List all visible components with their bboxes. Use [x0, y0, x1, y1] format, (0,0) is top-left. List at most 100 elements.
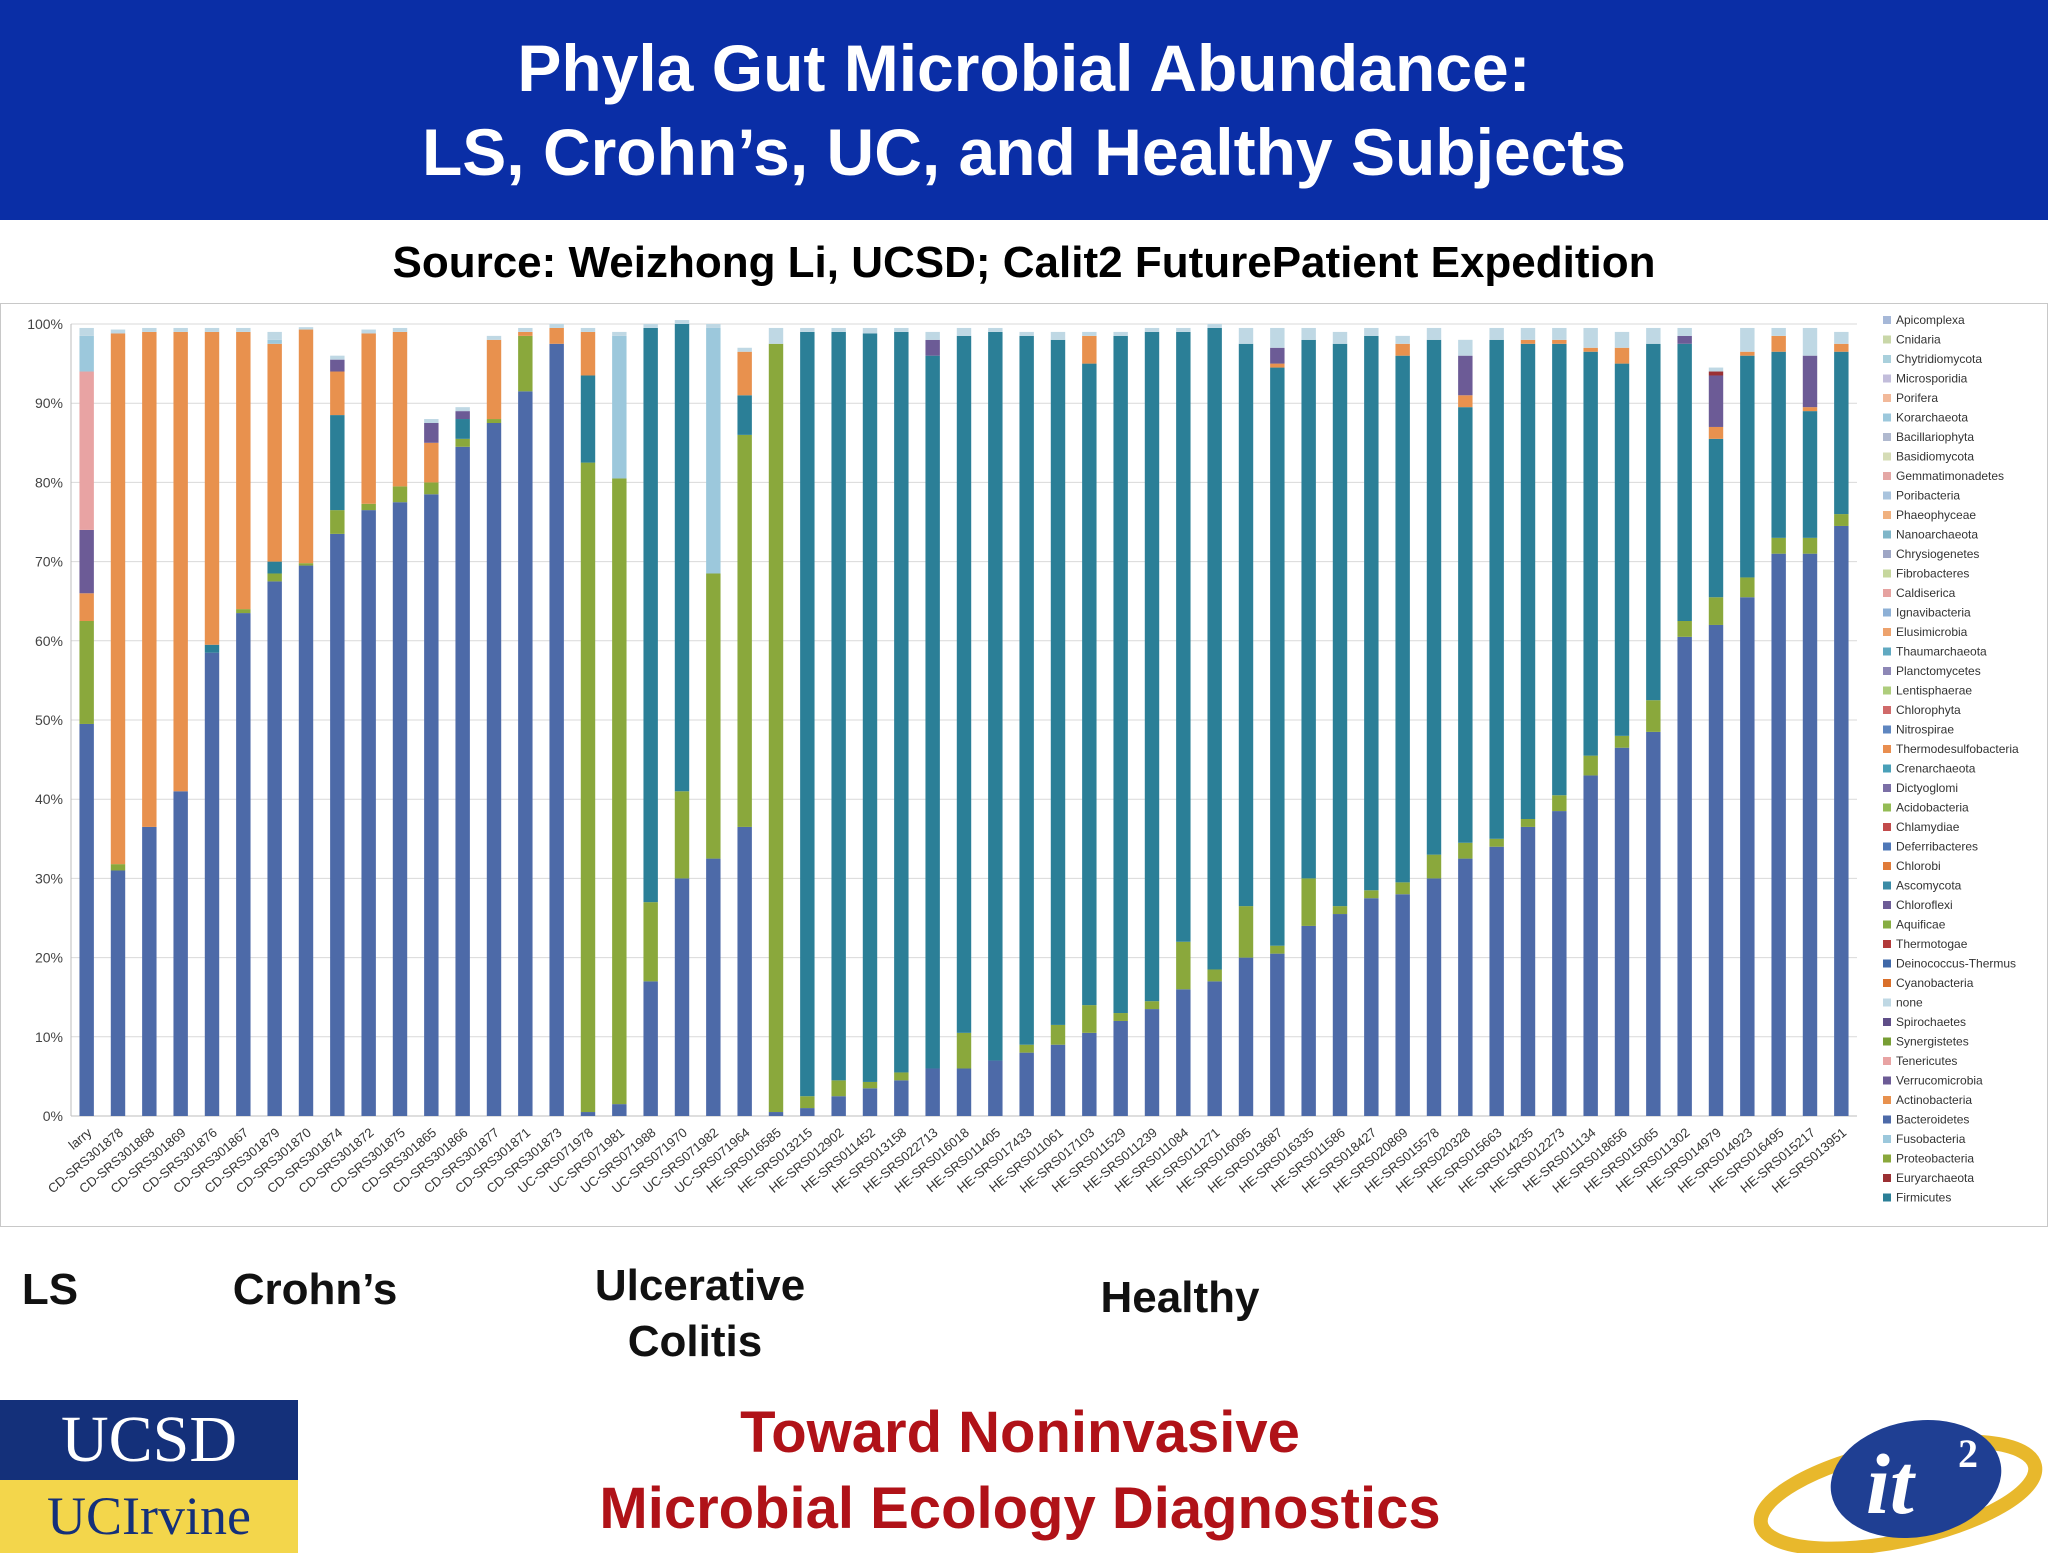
bar-segment-fusobacteria — [706, 327, 721, 574]
bar-segment-firmicutes — [1364, 335, 1379, 891]
legend-swatch — [1883, 550, 1891, 558]
legend-label: Thermodesulfobacteria — [1896, 742, 2019, 756]
bar-segment-actinobacteria — [361, 333, 376, 504]
source-credit: Source: Weizhong Li, UCSD; Calit2 Future… — [392, 238, 1656, 287]
bar-segment-bacteroidetes — [1520, 826, 1536, 1116]
legend-swatch — [1883, 452, 1891, 461]
bar-segment-firmicutes — [800, 331, 815, 1097]
bar-segment-actinobacteria — [1082, 335, 1097, 364]
ucirvine-logo-text: UCIrvine — [0, 1480, 298, 1553]
bar-segment-bacteroidetes — [173, 791, 188, 1116]
bar-segment-none — [1489, 327, 1504, 340]
slide-title-line2: LS, Crohn’s, UC, and Healthy Subjects — [421, 115, 1627, 189]
legend-swatch — [1883, 374, 1891, 383]
bar-segment-bacteroidetes — [1583, 775, 1598, 1116]
legend-label: Fusobacteria — [1896, 1132, 1966, 1146]
legend-label: Actinobacteria — [1896, 1093, 1972, 1107]
chart-frame: 0% 10% 20% 30% 40% 50% 60% 70% 80% 90% 100% larry C… — [0, 303, 2048, 1227]
bar-segment-none — [1646, 327, 1661, 344]
bar-segment-none — [1708, 367, 1724, 372]
bar-segment-proteobacteria — [1082, 1005, 1097, 1033]
bar-segment-fusobacteria — [612, 335, 627, 479]
bar-segment-actinobacteria — [330, 371, 345, 416]
bar-segment-actinobacteria — [392, 331, 408, 487]
bar-segment-proteobacteria — [1677, 621, 1692, 637]
legend-swatch — [1883, 745, 1891, 753]
bar-segment-proteobacteria — [1395, 882, 1410, 895]
bar-segment-proteobacteria — [1802, 537, 1818, 554]
bar-segment-none — [267, 331, 282, 340]
bar-segment-fusobacteria — [267, 339, 282, 344]
legend-label: Cyanobacteria — [1896, 976, 1974, 990]
bar-segment-firmicutes — [1646, 343, 1661, 701]
legend-swatch — [1883, 394, 1891, 402]
bar-segment-firmicutes — [1238, 343, 1254, 907]
bar-segment-actinobacteria — [518, 331, 533, 336]
bar-segment-actinobacteria — [580, 331, 596, 376]
bar-segment-bacteroidetes — [1458, 858, 1473, 1116]
bar-segment-proteobacteria — [1583, 755, 1598, 776]
bar-segment-bacteroidetes — [1614, 747, 1630, 1116]
bar-segment-proteobacteria — [1207, 969, 1222, 982]
legend-label: Apicomplexa — [1896, 313, 1965, 327]
legend-label: Chytridiomycota — [1896, 352, 1982, 366]
bar-segment-none — [1301, 327, 1316, 340]
legend-swatch — [1883, 1115, 1891, 1124]
bar-segment-bacteroidetes — [674, 878, 690, 1116]
bar-segment-proteobacteria — [1646, 700, 1661, 732]
bar-segment-bacteroidetes — [392, 502, 408, 1116]
bar-segment-none — [1834, 331, 1849, 344]
y-tick-label: 0% — [43, 1108, 63, 1124]
bar-segment-bacteroidetes — [549, 343, 564, 1116]
bar-segment-none — [236, 327, 251, 332]
bar-segment-bacteroidetes — [1301, 925, 1316, 1116]
legend-label: Microsporidia — [1896, 372, 1968, 386]
bar-segment-none — [424, 419, 439, 423]
bar-segment-verrucomicrobia — [1270, 347, 1285, 364]
bar-segment-bacteroidetes — [988, 1060, 1003, 1116]
bar-segment-firmicutes — [1489, 339, 1504, 839]
legend-label: Thaumarchaeota — [1896, 645, 1987, 659]
bar-segment-verrucomicrobia — [79, 529, 94, 594]
bar-segment-bacteroidetes — [204, 652, 220, 1116]
bar-segment-none — [392, 327, 408, 332]
bar-segment-proteobacteria — [1113, 1013, 1128, 1021]
legend-swatch — [1883, 1057, 1891, 1065]
bar-segment-none — [1176, 327, 1191, 332]
bar-segment-firmicutes — [1113, 335, 1128, 1014]
bar-segment-verrucomicrobia — [1458, 355, 1473, 396]
bar-segment-proteobacteria — [1834, 514, 1849, 526]
bar-segment-bacteroidetes — [612, 1104, 627, 1116]
bar-segment-verrucomicrobia — [925, 339, 940, 356]
group-label-healthy: Healthy — [1100, 1273, 1260, 1322]
legend-label: Porifera — [1896, 391, 1938, 405]
bar-segment-actinobacteria — [204, 331, 220, 645]
legend-swatch — [1883, 647, 1891, 656]
bar-segment-actinobacteria — [1771, 335, 1786, 352]
legend-label: Korarchaeota — [1896, 411, 1968, 425]
bar-segment-firmicutes — [1614, 363, 1630, 736]
legend-label: Crenarchaeota — [1896, 762, 1976, 776]
legend-label: Cnidaria — [1896, 333, 1941, 347]
bar-segment-proteobacteria — [79, 621, 94, 724]
bar-segment-none — [1364, 327, 1379, 336]
bar-segment-proteobacteria — [1332, 906, 1348, 915]
bar-segment-actinobacteria — [236, 331, 251, 610]
bar-segment-bacteroidetes — [79, 723, 94, 1116]
bar-segment-firmicutes — [1708, 438, 1724, 598]
bar-segment-proteobacteria — [1520, 819, 1536, 827]
bar-segment-bacteroidetes — [486, 423, 502, 1116]
legend-swatch — [1883, 706, 1891, 714]
bar-segment-firmicutes — [1771, 351, 1786, 538]
bar-segment-actinobacteria — [486, 339, 502, 420]
legend-swatch — [1883, 940, 1891, 948]
bar-segment-none — [330, 355, 345, 360]
legend-label: Spirochaetes — [1896, 1015, 1966, 1029]
bar-segment-verrucomicrobia — [455, 411, 470, 420]
bar-segment-tenericutes — [79, 371, 94, 530]
bar-segment-none — [1552, 327, 1567, 340]
bar-segment-bacteroidetes — [298, 565, 314, 1116]
bar-segment-bacteroidetes — [1489, 846, 1504, 1116]
bar-segment-none — [1050, 331, 1066, 340]
bar-segment-euryarchaeota — [1708, 371, 1724, 376]
